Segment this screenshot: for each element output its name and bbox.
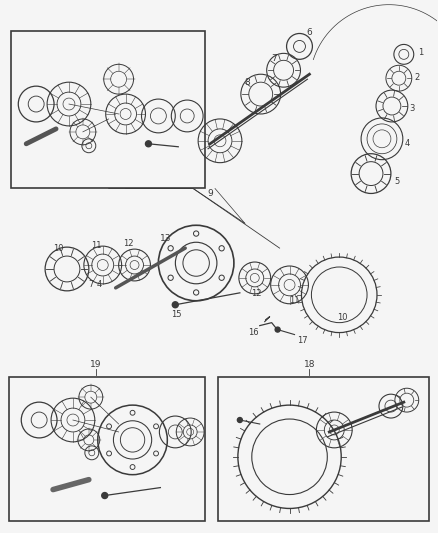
Text: 8: 8 [244,78,250,87]
Text: 11: 11 [92,240,102,249]
Text: 19: 19 [90,360,102,369]
Text: 12: 12 [124,239,134,248]
Circle shape [237,417,242,423]
Circle shape [172,302,178,308]
Text: 3: 3 [409,103,414,112]
Text: 10: 10 [53,244,63,253]
Text: 5: 5 [394,177,399,186]
Circle shape [102,492,108,498]
Text: 16: 16 [248,328,259,337]
Text: 18: 18 [304,360,315,369]
Text: 6: 6 [307,28,312,37]
Text: 11: 11 [289,296,300,305]
Text: 12: 12 [251,289,262,298]
Text: 7: 7 [271,54,276,63]
Text: 17: 17 [297,336,308,345]
Bar [11,31,205,189]
Text: 9: 9 [207,189,213,198]
Text: 13: 13 [159,233,171,243]
Text: 7 4: 7 4 [89,280,102,289]
Text: 15: 15 [171,310,181,319]
Text: 4: 4 [404,139,410,148]
Bar [218,377,429,521]
Circle shape [275,327,280,332]
Bar [9,377,205,521]
Circle shape [145,141,152,147]
Text: 2: 2 [414,72,419,82]
Text: 10: 10 [337,313,347,322]
Text: 1: 1 [418,48,424,57]
